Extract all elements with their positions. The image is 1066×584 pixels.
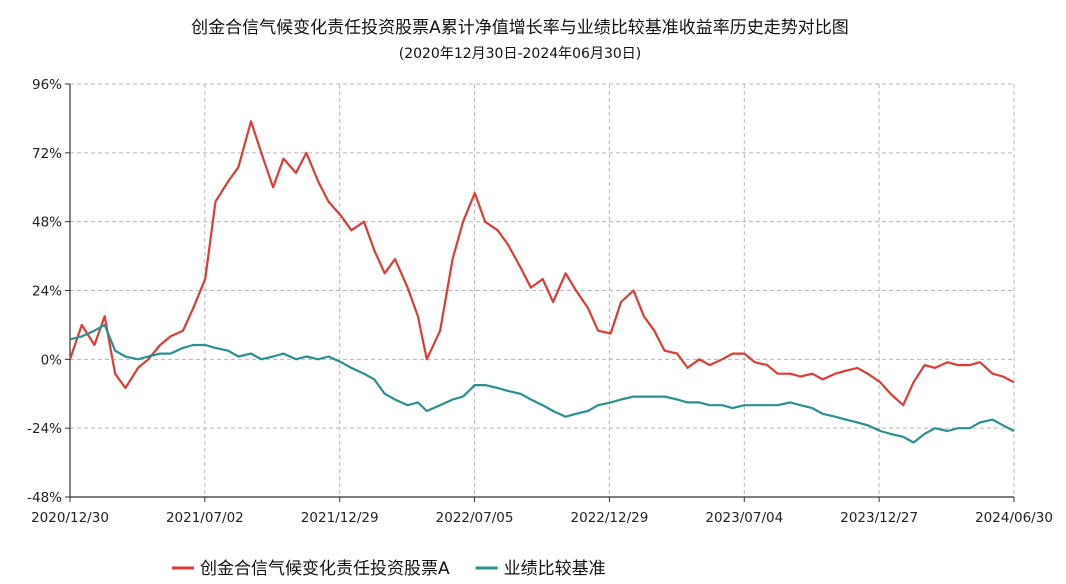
series-line-1 <box>68 120 1015 407</box>
chart-title: 创金合信气候变化责任投资股票A累计净值增长率与业绩比较基准收益率历史走势对比图 <box>191 18 849 38</box>
legend-label-2: 业绩比较基准 <box>504 559 606 579</box>
grid-lines <box>70 83 1015 497</box>
chart-subtitle: (2020年12月30日-2024年06月30日) <box>399 46 642 62</box>
series-lines <box>68 120 1015 444</box>
y-tick-label: 24% <box>32 284 62 300</box>
legend: 创金合信气候变化责任投资股票A 业绩比较基准 <box>172 559 606 579</box>
x-tick-label: 2021/07/02 <box>166 510 244 526</box>
y-tick-label: 96% <box>32 77 62 93</box>
x-tick-label: 2022/07/05 <box>436 510 514 526</box>
x-tick-label: 2023/07/04 <box>705 510 783 526</box>
x-axis-ticks: 2020/12/30 2021/07/02 2021/12/29 2022/07/05… <box>31 497 1053 526</box>
y-tick-label: 72% <box>32 146 62 162</box>
x-tick-label: 2022/12/29 <box>571 510 649 526</box>
y-tick-label: -24% <box>27 421 62 437</box>
x-tick-label: 2020/12/30 <box>31 510 109 526</box>
y-axis-ticks: 96% 72% 48% 24% 0% -24% -48% <box>27 77 70 506</box>
x-tick-label: 2021/12/29 <box>301 510 379 526</box>
y-tick-label: 48% <box>32 215 62 231</box>
x-tick-label: 2024/06/30 <box>975 510 1053 526</box>
y-tick-label: -48% <box>27 490 62 506</box>
y-tick-label: 0% <box>41 352 63 368</box>
x-tick-label: 2023/12/27 <box>840 510 918 526</box>
legend-label-1: 创金合信气候变化责任投资股票A <box>200 559 450 579</box>
series-line-2 <box>69 323 1015 444</box>
